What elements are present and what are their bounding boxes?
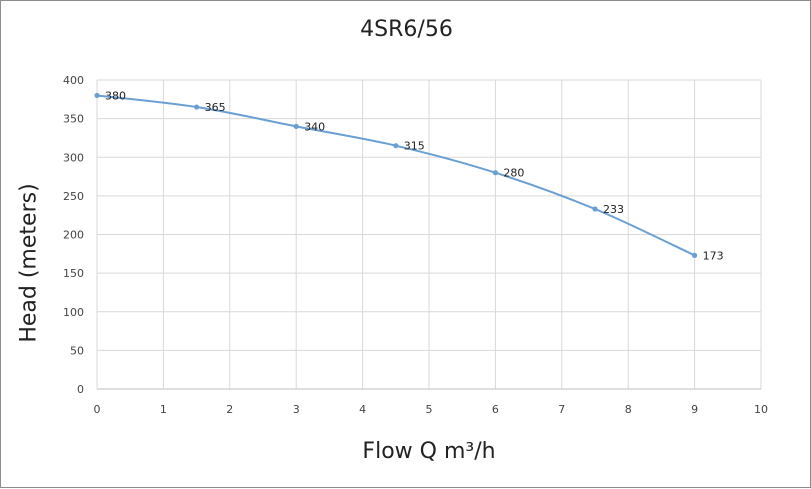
x-tick-label: 0 (94, 403, 101, 416)
data-point (492, 170, 498, 176)
x-tick-label: 9 (691, 403, 698, 416)
y-tick-label: 100 (63, 306, 84, 319)
y-tick-label: 300 (63, 151, 84, 164)
x-tick-label: 5 (426, 403, 433, 416)
y-tick-label: 250 (63, 190, 84, 203)
data-label: 380 (105, 89, 126, 102)
data-labels-layer: 380 365 340 315 280 233 173 (105, 89, 724, 262)
x-tick-label: 10 (754, 403, 768, 416)
grid-lines (97, 79, 762, 389)
x-tick-label: 2 (226, 403, 233, 416)
y-tick-label: 50 (70, 344, 84, 357)
y-tick-label: 0 (77, 383, 84, 396)
data-label: 280 (503, 167, 524, 180)
x-tick-label: 7 (558, 403, 565, 416)
x-tick-label: 3 (293, 403, 300, 416)
data-label: 173 (703, 249, 724, 262)
y-tick-labels: 0 50 100 150 200 250 300 350 400 (63, 74, 84, 396)
data-point (393, 143, 399, 149)
axes (96, 80, 761, 390)
data-point (194, 104, 200, 110)
y-tick-label: 350 (63, 113, 84, 126)
x-tick-label: 8 (625, 403, 632, 416)
x-axis-title: Flow Q m³/h (362, 439, 496, 464)
x-tick-label: 6 (492, 403, 499, 416)
series-line (96, 94, 696, 257)
x-tick-label: 1 (160, 403, 167, 416)
data-label: 233 (603, 203, 624, 216)
data-point (94, 92, 100, 99)
data-point (293, 123, 299, 129)
chart-title: 4SR6/56 (360, 17, 453, 42)
x-tick-label: 4 (359, 403, 366, 416)
series-layer (94, 92, 698, 258)
y-tick-label: 200 (63, 229, 84, 242)
data-label: 365 (205, 101, 226, 114)
y-tick-label: 150 (63, 267, 84, 280)
x-tick-labels: 0 1 2 3 4 5 6 7 8 9 10 (94, 403, 769, 416)
data-label: 315 (404, 140, 425, 153)
data-point (692, 252, 698, 258)
y-axis-title: Head (meters) (16, 183, 42, 343)
y-tick-label: 400 (63, 74, 84, 87)
data-point (592, 206, 598, 212)
data-label: 340 (304, 120, 325, 133)
